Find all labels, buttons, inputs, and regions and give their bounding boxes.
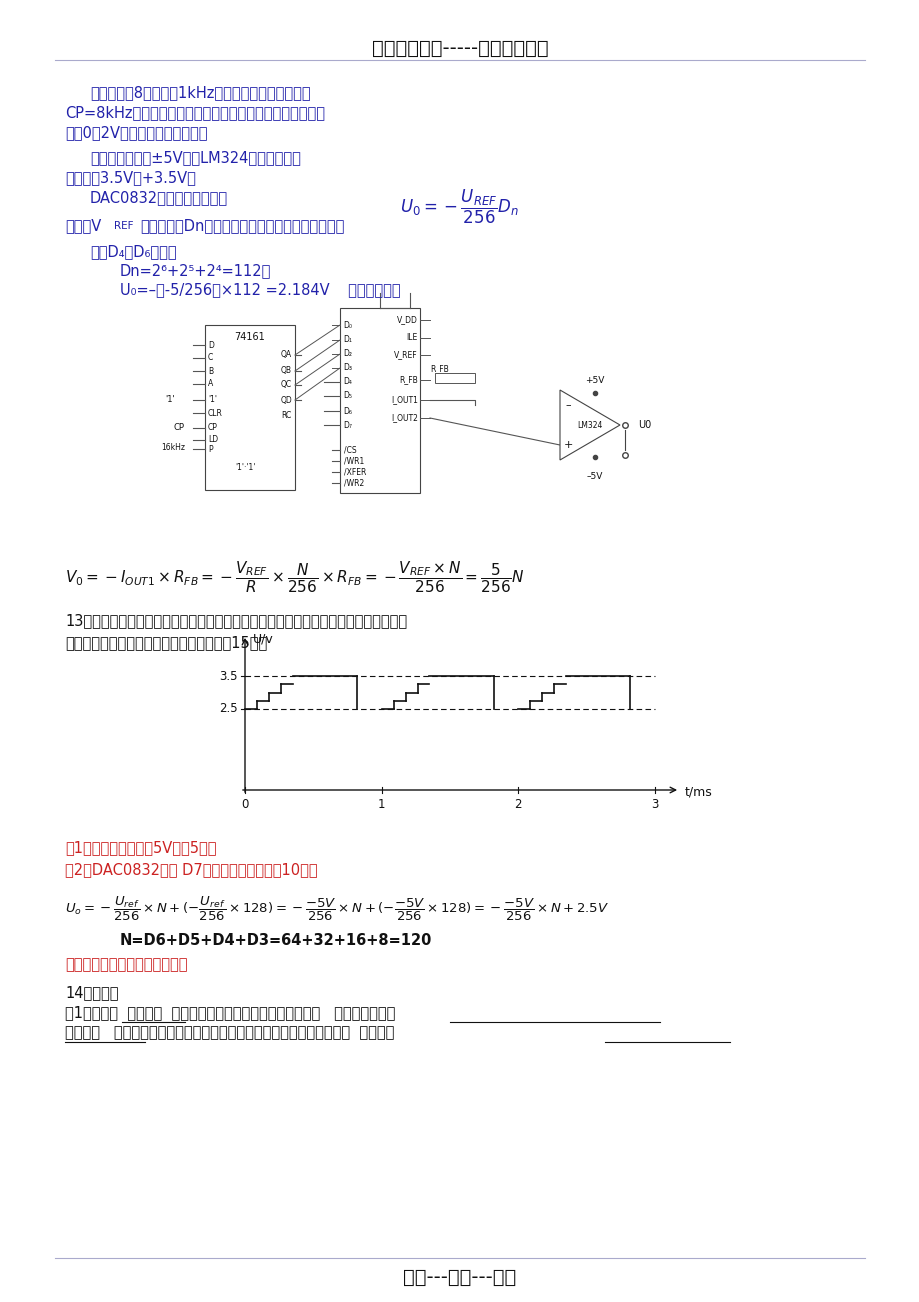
Text: 1: 1 [378,798,385,811]
Text: 16kHz: 16kHz [161,444,185,453]
Text: +5V: +5V [584,376,604,385]
Text: 当接D₄～D₆端时，: 当接D₄～D₆端时， [90,243,176,259]
Text: D₇: D₇ [343,421,351,430]
Text: $U_0=-\dfrac{U_{REF}}{256}D_n$: $U_0=-\dfrac{U_{REF}}{256}D_n$ [400,187,518,227]
Text: +: + [562,440,572,450]
Text: 解：阶梯数8，频率为1kHz，则计数器的时钟频率为: 解：阶梯数8，频率为1kHz，则计数器的时钟频率为 [90,85,311,100]
Text: '1': '1' [165,396,175,405]
Text: 超过运放工作范围部分被截至。: 超过运放工作范围部分被截至。 [65,957,187,973]
Text: 位寄存器   （锁存数据，设计计数器和移位寄存器）；触发器的触发方式  边沿触发: 位寄存器 （锁存数据，设计计数器和移位寄存器）；触发器的触发方式 边沿触发 [65,1025,394,1040]
Text: I_OUT1: I_OUT1 [391,396,417,405]
Text: CP=8kHz。由于输出电路为单极性反相放大输出，且输出波: CP=8kHz。由于输出电路为单极性反相放大输出，且输出波 [65,105,324,120]
Text: RC: RC [281,411,291,421]
Text: D₀: D₀ [343,320,352,329]
Text: A: A [208,379,213,388]
Text: （2）DAC0832数据 D7接为固定高电平，（10分）: （2）DAC0832数据 D7接为固定高电平，（10分） [65,862,317,878]
Text: CLR: CLR [208,409,222,418]
Text: D₁: D₁ [343,336,351,345]
Text: （1）触发器  没有空翻  （没有空翻，有空翻）；触发器可用于   设计计数器和移: （1）触发器 没有空翻 （没有空翻，有空翻）；触发器可用于 设计计数器和移 [65,1005,395,1019]
Text: 2: 2 [514,798,521,811]
Text: /WR1: /WR1 [344,457,364,466]
Text: 形在0～2V可调，则参考电压应取: 形在0～2V可调，则参考电压应取 [65,125,208,141]
Text: D₂: D₂ [343,349,352,358]
Text: 参考电压，Dn是二进制数转换为等值的十进制数。: 参考电压，Dn是二进制数转换为等值的十进制数。 [140,217,344,233]
Bar [340,309,420,493]
Text: B: B [208,366,213,375]
Text: D₅: D₅ [343,392,352,401]
Text: R_FB: R_FB [430,365,448,372]
Text: V_DD: V_DD [397,315,417,324]
Text: Dn=2⁶+2⁵+2⁴=112，: Dn=2⁶+2⁵+2⁴=112， [119,263,271,279]
Text: LD: LD [208,435,218,444]
Text: P: P [208,444,212,453]
Text: I_OUT2: I_OUT2 [391,414,417,423]
Text: DAC0832的输出表达式为：: DAC0832的输出表达式为： [90,190,228,204]
Text: D: D [208,341,213,349]
Text: $U_o=-\dfrac{U_{ref}}{256}\times N+(-\dfrac{U_{ref}}{256}\times 128)=-\dfrac{-5V: $U_o=-\dfrac{U_{ref}}{256}\times N+(-\df… [65,894,608,923]
Text: D₄: D₄ [343,378,351,387]
Text: 13、在可编程波形发生器实验中，电路原理图（正确）和示波器显示波形如下图所示，: 13、在可编程波形发生器实验中，电路原理图（正确）和示波器显示波形如下图所示， [65,613,407,628]
Text: ILE: ILE [406,333,417,342]
Polygon shape [560,391,619,460]
Text: 2.5: 2.5 [219,702,238,715]
Text: CP: CP [208,423,218,432]
Text: '1': '1' [208,396,217,405]
Text: –: – [564,400,570,410]
Text: D₆: D₆ [343,406,352,415]
Text: D₃: D₃ [343,363,352,372]
Text: $V_0=-I_{OUT1}\times R_{FB}=-\dfrac{V_{REF}}{R}\times\dfrac{N}{256}\times R_{FB}: $V_0=-I_{OUT1}\times R_{FB}=-\dfrac{V_{R… [65,560,524,595]
Text: R_FB: R_FB [399,375,417,384]
Text: '1'·'1': '1'·'1' [234,464,255,473]
Text: 精选优质文档-----倾情为你奉上: 精选优质文档-----倾情为你奉上 [371,39,548,57]
Text: /XFER: /XFER [344,467,366,477]
Text: QD: QD [280,396,291,405]
Text: t/ms: t/ms [685,785,712,798]
Text: C: C [208,354,213,362]
Text: 由于电源电压为±5V，则LM324的输出动态范: 由于电源电压为±5V，则LM324的输出动态范 [90,150,301,165]
Text: CP: CP [174,423,185,432]
Text: 请分析硬件电路中的错误（要有分析过程，15分）: 请分析硬件电路中的错误（要有分析过程，15分） [65,635,267,650]
Text: QB: QB [280,366,291,375]
Text: 专心---专注---专业: 专心---专注---专业 [403,1268,516,1286]
Text: 围约为－3.5V～+3.5V。: 围约为－3.5V～+3.5V。 [65,171,196,185]
Text: （1）参考电压接为－5V。（5分）: （1）参考电压接为－5V。（5分） [65,840,216,855]
Text: REF: REF [114,221,133,230]
Text: U₀=–（-5/256）×112 =2.184V    符合设计条件: U₀=–（-5/256）×112 =2.184V 符合设计条件 [119,283,400,297]
Text: /CS: /CS [344,445,357,454]
Text: U0: U0 [637,421,651,430]
Text: –5V: –5V [586,473,603,480]
Text: V_REF: V_REF [394,350,417,359]
Text: QA: QA [280,350,291,359]
Text: LM324: LM324 [577,421,602,430]
Text: 74161: 74161 [234,332,265,342]
Text: 其中：V: 其中：V [65,217,101,233]
Text: 3: 3 [651,798,658,811]
Text: 0: 0 [241,798,248,811]
Text: QC: QC [280,380,291,389]
Text: 14、选择题: 14、选择题 [65,986,119,1000]
Text: /WR2: /WR2 [344,479,364,487]
Text: 3.5: 3.5 [220,669,238,682]
Text: N=D6+D5+D4+D3=64+32+16+8=120: N=D6+D5+D4+D3=64+32+16+8=120 [119,934,432,948]
Bar [205,326,295,490]
Bar [435,372,474,383]
Text: U/v: U/v [253,631,274,644]
